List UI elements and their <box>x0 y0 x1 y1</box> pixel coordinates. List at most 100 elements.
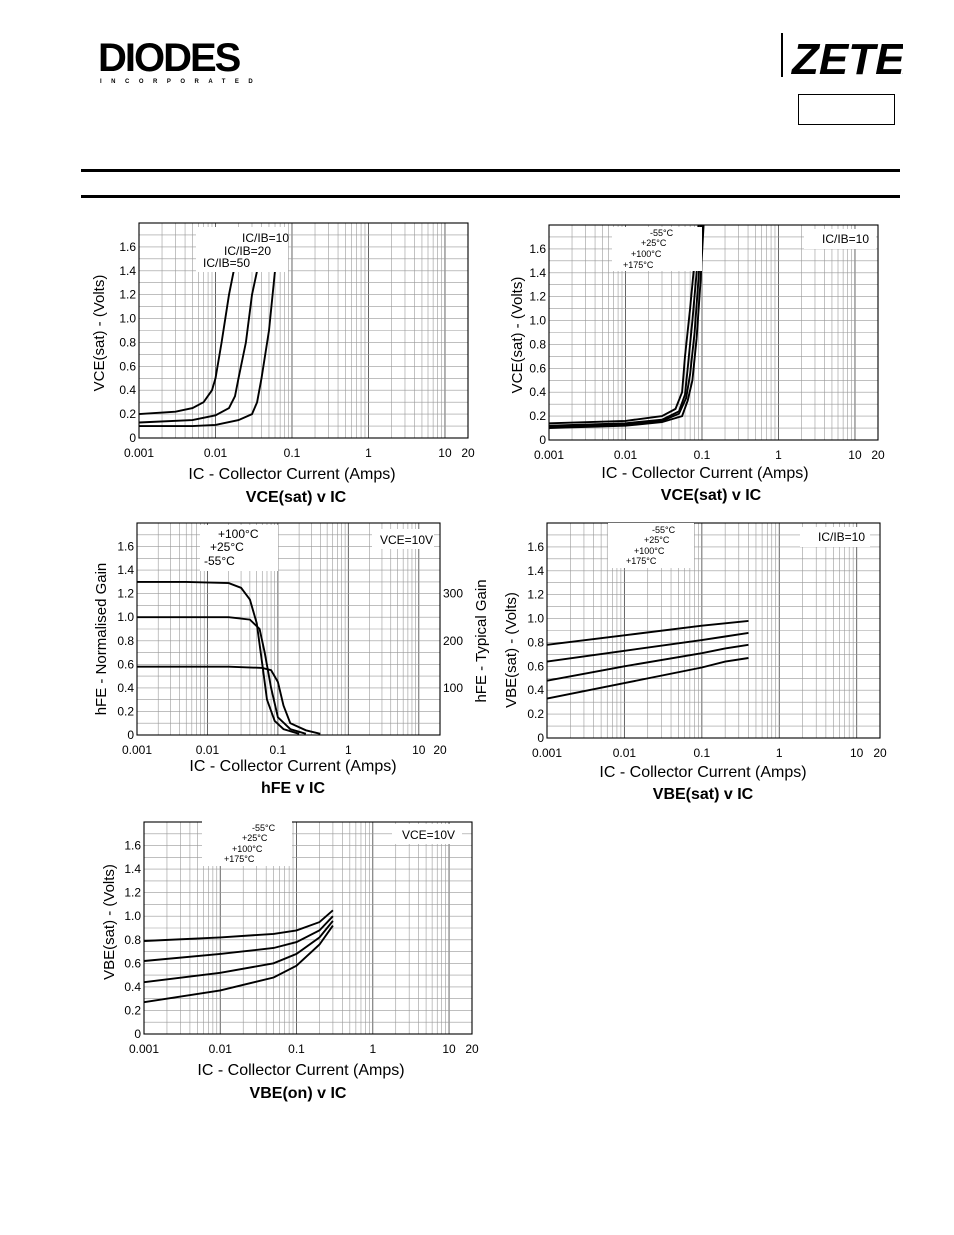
y-tick-label: 1.2 <box>117 587 134 601</box>
y-tick-label: 0.8 <box>124 933 141 947</box>
y-tick-label: 0.8 <box>117 634 134 648</box>
x-tick-label: 1 <box>776 746 783 760</box>
x-tick-labels: 0.001 0.01 0.1 1 10 20 <box>534 448 885 462</box>
y-axis-label: VBE(sat) - (Volts) <box>101 864 118 980</box>
series-line <box>143 915 334 962</box>
chart-vcesat-temp: 0 0.2 0.4 0.6 0.8 1.0 1.2 1.4 1.6 0.001 0.01 0.1 1 1… <box>509 224 885 504</box>
x-tick-label: 0.01 <box>613 746 637 760</box>
chart-vcesat-ratio: 0 0.2 0.4 0.6 0.8 1.0 1.2 1.4 1.6 0.001 0.01 0.1 1 1… <box>91 222 475 506</box>
y-tick-label: 0.6 <box>124 956 141 970</box>
annotation-label: IC/IB=20 <box>224 244 271 258</box>
x-tick-label: 1 <box>365 446 372 460</box>
x-tick-label: 10 <box>848 448 862 462</box>
y-tick-label: 0.2 <box>117 704 134 718</box>
annotation-label: -55°C <box>652 525 676 535</box>
y-tick-label: 0 <box>129 431 136 445</box>
y-axis-label: VCE(sat) - (Volts) <box>91 275 108 392</box>
y-tick-label: 1.4 <box>119 264 136 278</box>
y-tick-label: 0.8 <box>527 635 544 649</box>
series-line <box>548 224 702 427</box>
series-line <box>143 909 334 942</box>
y2-tick-label: 100 <box>443 681 463 695</box>
chart-hfe: 0 0.2 0.4 0.6 0.8 1.0 1.2 1.4 1.6 0.001 0.01 0.1 1 1… <box>93 522 490 797</box>
series-line <box>143 920 334 984</box>
chart-grid <box>143 821 473 1035</box>
series-line <box>137 580 300 735</box>
y2-tick-label: 300 <box>443 587 463 601</box>
plot-frame <box>143 821 473 1035</box>
x-tick-label: 0.001 <box>534 448 564 462</box>
y-tick-label: 0 <box>127 728 134 742</box>
y-tick-label: 1.6 <box>527 540 544 554</box>
y-tick-label: 0.8 <box>529 337 546 351</box>
annotation-label: +25°C <box>210 540 244 554</box>
x-tick-label: 10 <box>442 1042 456 1056</box>
chart-grid <box>138 222 469 439</box>
y-tick-label: 0.4 <box>117 681 134 695</box>
chart-grid <box>136 522 441 736</box>
y-tick-label: 1.4 <box>529 266 546 280</box>
x-tick-label: 0.01 <box>614 448 638 462</box>
x-tick-label: 1 <box>775 448 782 462</box>
y-tick-label: 1.2 <box>124 886 141 900</box>
series-line <box>137 616 307 735</box>
y2-axis-label: hFE - Typical Gain <box>473 579 490 702</box>
chart-title: VCE(sat) v IC <box>661 487 762 504</box>
y-tick-label: 1.6 <box>119 240 136 254</box>
plot-frame <box>546 522 881 739</box>
annotation-label: +25°C <box>641 238 667 248</box>
x-tick-labels: 0.001 0.01 0.1 1 10 20 <box>124 446 475 460</box>
x-tick-label: 0.01 <box>196 743 220 757</box>
chart-curves <box>138 246 276 428</box>
annotation-label: +25°C <box>644 535 670 545</box>
annotation-label: IC/IB=10 <box>818 530 865 544</box>
chart-grid <box>548 224 879 441</box>
series-line <box>546 643 749 682</box>
x-tick-label: 0.001 <box>129 1042 159 1056</box>
diodes-logo: DIODES INCORPORATED <box>98 36 273 88</box>
x-tick-labels: 0.001 0.01 0.1 1 10 20 <box>532 746 887 760</box>
series-line <box>546 619 749 646</box>
annotation-label: IC/IB=10 <box>242 231 289 245</box>
y-tick-labels: 0 0.2 0.4 0.6 0.8 1.0 1.2 1.4 1.6 <box>527 540 544 745</box>
y-tick-label: 0.6 <box>117 657 134 671</box>
plot-frame <box>136 522 441 736</box>
part-number-box <box>798 94 895 125</box>
annotation-label: +100°C <box>218 527 259 541</box>
x-tick-label: 0.1 <box>288 1042 305 1056</box>
chart-curves <box>546 619 749 700</box>
y-tick-label: 1.2 <box>119 288 136 302</box>
x-tick-label: 20 <box>465 1042 479 1056</box>
y-tick-label: 0 <box>539 433 546 447</box>
y-tick-label: 0.6 <box>529 361 546 375</box>
x-tick-label: 0.01 <box>209 1042 233 1056</box>
x-tick-label: 20 <box>871 448 885 462</box>
y-tick-label: 0.4 <box>529 385 546 399</box>
y-tick-labels: 0 0.2 0.4 0.6 0.8 1.0 1.2 1.4 1.6 <box>117 540 134 742</box>
y2-tick-labels: 100 200 300 <box>443 587 463 695</box>
chart-curves <box>548 224 705 430</box>
chart-title: VCE(sat) v IC <box>246 489 347 506</box>
y-tick-label: 1.0 <box>124 909 141 923</box>
y-tick-label: 1.0 <box>529 314 546 328</box>
series-line <box>548 224 705 430</box>
y-tick-label: 0.2 <box>124 1003 141 1017</box>
x-tick-label: 10 <box>412 743 426 757</box>
x-tick-label: 0.001 <box>122 743 152 757</box>
y-tick-label: 1.0 <box>119 312 136 326</box>
y-tick-label: 1.4 <box>117 563 134 577</box>
y-tick-label: 0.2 <box>529 409 546 423</box>
x-tick-label: 20 <box>461 446 475 460</box>
y-tick-label: 0.2 <box>527 707 544 721</box>
annotation-label: +175°C <box>626 556 657 566</box>
annotation-label: VCE=10V <box>380 533 433 547</box>
annotation-label: IC/IB=50 <box>203 256 250 270</box>
series-line <box>548 224 703 428</box>
x-tick-label: 0.1 <box>694 448 711 462</box>
series-line <box>138 246 240 416</box>
x-axis-label: IC - Collector Current (Amps) <box>601 465 808 482</box>
x-axis-label: IC - Collector Current (Amps) <box>599 764 806 781</box>
y-axis-label: hFE - Normalised Gain <box>93 563 110 716</box>
x-axis-label: IC - Collector Current (Amps) <box>189 758 396 775</box>
chart-grid <box>546 522 881 739</box>
